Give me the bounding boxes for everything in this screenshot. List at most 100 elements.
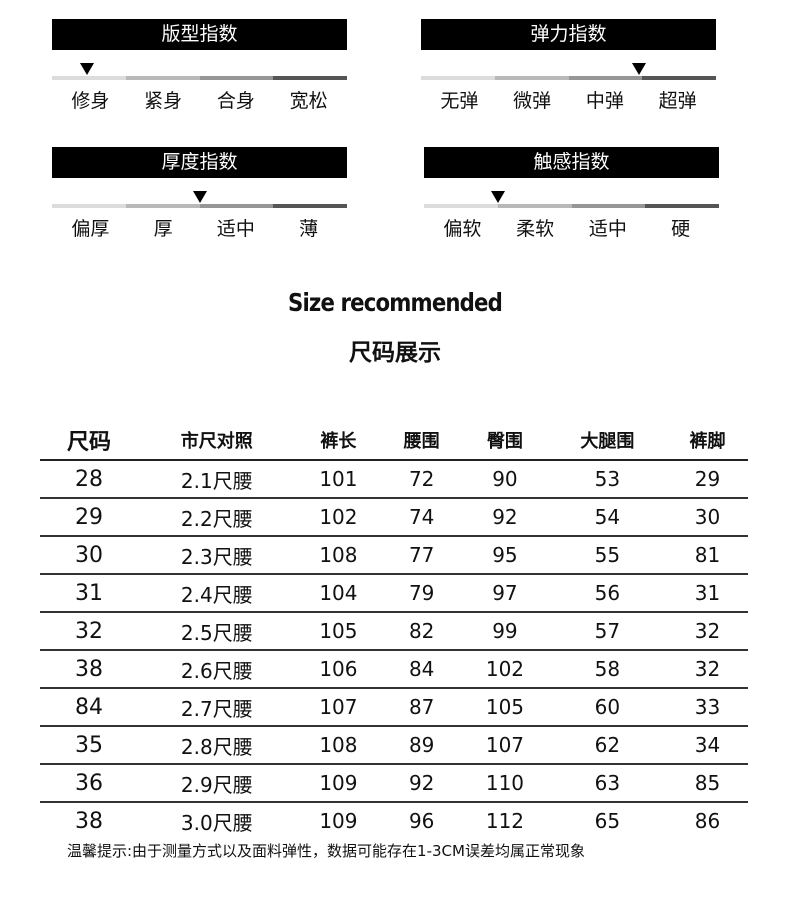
table-cell: 97 <box>462 574 548 613</box>
table-cell: 110 <box>462 764 548 803</box>
size-table: 尺码 市尺对照 裤长 腰围 臀围 大腿围 裤脚 28 2.1尺腰 101 72 90 53 29 29 2.… <box>40 420 748 839</box>
table-cell: 86 <box>694 809 721 833</box>
scale-segment <box>199 76 274 80</box>
table-cell: 101 <box>295 460 382 499</box>
table-cell: 2.1尺腰 <box>138 460 296 499</box>
table-cell: 81 <box>667 536 748 575</box>
table-cell: 102 <box>295 498 382 537</box>
table-row: 35 2.8尺腰 108 89 107 62 34 <box>40 726 748 765</box>
scale-segment <box>645 204 719 208</box>
scale-track <box>52 178 347 208</box>
index-title: 厚度指数 <box>52 147 347 178</box>
index-block: 版型指数 修身 紧身 合身 宽松 <box>52 19 347 113</box>
table-header-row: 尺码 市尺对照 裤长 腰围 臀围 大腿围 裤脚 <box>40 420 748 461</box>
table-cell: 2.6尺腰 <box>138 650 296 689</box>
table-cell: 29 <box>667 460 748 499</box>
table-cell: 28 <box>40 460 138 499</box>
table-cell: 107 <box>462 726 548 765</box>
column-header: 裤长 <box>295 420 382 461</box>
table-cell: 96 <box>408 809 435 833</box>
scale-label: 无弹 <box>440 90 479 112</box>
table-cell: 90 <box>462 460 548 499</box>
table-cell: 87 <box>381 688 463 727</box>
table-cell: 65 <box>594 809 621 833</box>
table-cell: 84 <box>40 688 138 727</box>
scale-labels: 无弹 微弹 中弹 超弹 <box>421 86 716 113</box>
table-row: 31 2.4尺腰 104 79 97 56 31 <box>40 574 748 613</box>
table-row: 28 2.1尺腰 101 72 90 53 29 <box>40 460 748 499</box>
scale-track <box>424 178 719 208</box>
scale-segment <box>424 204 498 208</box>
table-cell: 108 <box>295 536 382 575</box>
scale-label: 硬 <box>671 218 691 240</box>
table-cell: 77 <box>381 536 463 575</box>
table-cell: 2.8尺腰 <box>138 726 296 765</box>
column-header: 臀围 <box>462 420 548 461</box>
column-header: 腰围 <box>381 420 463 461</box>
index-block: 触感指数 偏软 柔软 适中 硬 <box>424 147 719 241</box>
table-cell: 82 <box>381 612 463 651</box>
table-row: 36 2.9尺腰 109 92 110 63 85 <box>40 764 748 803</box>
scale-segment <box>568 76 643 80</box>
table-cell: 99 <box>462 612 548 651</box>
table-row: 38 2.6尺腰 106 84 102 58 32 <box>40 650 748 689</box>
level-marker-icon <box>490 191 505 203</box>
table-cell: 34 <box>667 726 748 765</box>
table-cell: 85 <box>667 764 748 803</box>
scale-label: 宽松 <box>289 90 328 112</box>
table-cell: 2.5尺腰 <box>138 612 296 651</box>
scale-segment <box>125 76 200 80</box>
scale-label: 适中 <box>588 218 627 240</box>
table-cell: 2.7尺腰 <box>138 688 296 727</box>
table-cell: 92 <box>381 764 463 803</box>
table-cell: 35 <box>40 726 138 765</box>
index-title: 版型指数 <box>52 19 347 50</box>
scale-labels: 修身 紧身 合身 宽松 <box>52 86 347 113</box>
scale-segment <box>273 204 347 208</box>
scale-segment <box>52 204 126 208</box>
scale-segment <box>571 204 646 208</box>
scale-segment <box>494 76 569 80</box>
table-cell: 32 <box>40 612 138 651</box>
table-cell: 105 <box>462 688 548 727</box>
column-header: 市尺对照 <box>138 420 296 461</box>
table-cell: 2.2尺腰 <box>138 498 296 537</box>
table-cell: 55 <box>547 536 668 575</box>
column-header: 大腿围 <box>547 420 668 461</box>
scale-label: 柔软 <box>516 218 555 240</box>
table-cell: 89 <box>381 726 463 765</box>
column-header: 尺码 <box>40 420 138 461</box>
scale-segment <box>125 204 200 208</box>
table-row: 84 2.7尺腰 107 87 105 60 33 <box>40 688 748 727</box>
scale-labels: 偏厚 厚 适中 薄 <box>52 214 347 241</box>
table-cell: 32 <box>667 650 748 689</box>
table-cell: 30 <box>667 498 748 537</box>
table-cell: 2.4尺腰 <box>138 574 296 613</box>
table-cell: 57 <box>547 612 668 651</box>
index-title: 触感指数 <box>424 147 719 178</box>
scale-label: 修身 <box>71 90 110 112</box>
level-marker-icon <box>632 63 647 75</box>
scale-track <box>421 50 716 80</box>
scale-label: 适中 <box>216 218 255 240</box>
table-cell: 108 <box>295 726 382 765</box>
table-cell: 2.3尺腰 <box>138 536 296 575</box>
table-row: 29 2.2尺腰 102 74 92 54 30 <box>40 498 748 537</box>
scale-label: 合身 <box>216 90 255 112</box>
scale-label: 偏厚 <box>71 218 110 240</box>
scale-label: 厚 <box>153 218 173 240</box>
table-cell: 53 <box>547 460 668 499</box>
scale-labels: 偏软 柔软 适中 硬 <box>424 214 719 241</box>
table-cell: 36 <box>40 764 138 803</box>
table-row: 38 3.0尺腰 109 96 112 65 86 <box>40 802 748 839</box>
table-cell: 109 <box>295 764 382 803</box>
table-cell: 2.9尺腰 <box>138 764 296 803</box>
table-cell: 58 <box>547 650 668 689</box>
scale-label: 超弹 <box>658 90 697 112</box>
table-cell: 3.0尺腰 <box>180 810 253 835</box>
table-cell: 106 <box>295 650 382 689</box>
table-cell: 54 <box>547 498 668 537</box>
table-cell: 74 <box>381 498 463 537</box>
scale-segment <box>273 76 347 80</box>
scale-label: 偏软 <box>443 218 482 240</box>
